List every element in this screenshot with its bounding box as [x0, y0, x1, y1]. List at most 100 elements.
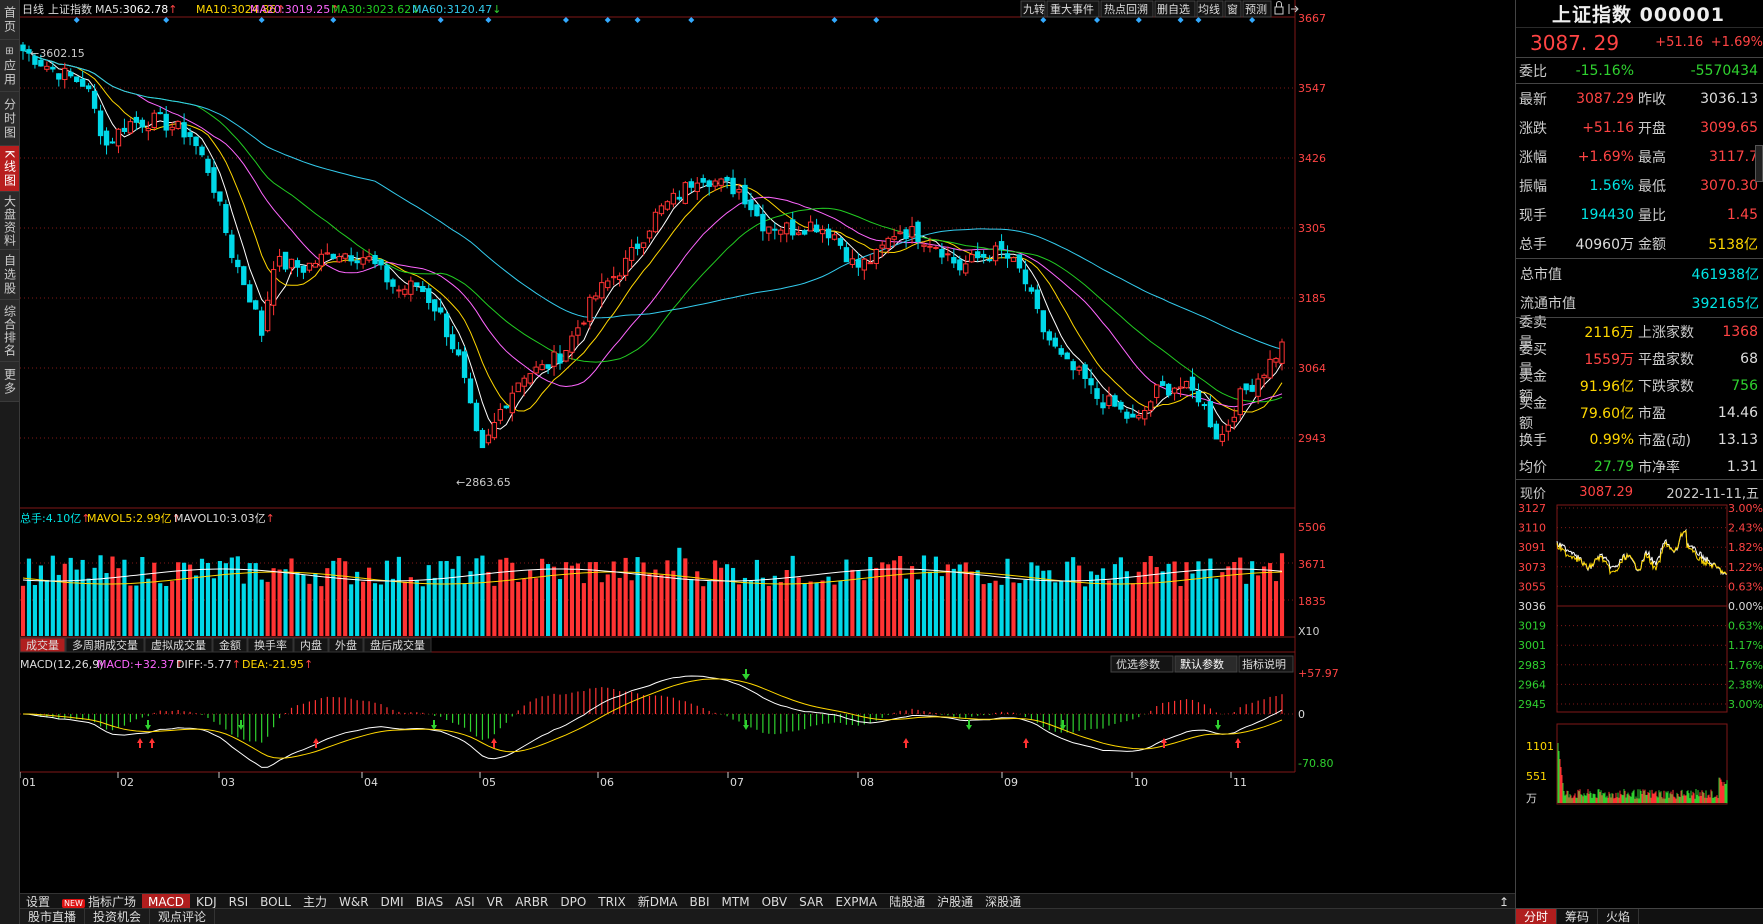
- fullscreen-icon[interactable]: [1288, 4, 1299, 14]
- candle-body: [754, 204, 760, 217]
- bottom-tab[interactable]: 投资机会: [85, 908, 151, 924]
- indicator-tab[interactable]: OBV: [756, 894, 794, 910]
- macd-line: [22, 675, 1283, 768]
- volume-bar: [1238, 557, 1243, 636]
- volume-bar: [1124, 571, 1129, 636]
- volume-bar: [372, 583, 378, 636]
- volume-bar: [20, 585, 26, 636]
- left-nav-ranking[interactable]: 综合排名: [0, 300, 19, 362]
- indicator-tab[interactable]: DPO: [554, 894, 592, 910]
- left-nav-more[interactable]: 更多: [0, 362, 19, 402]
- volume-bar: [193, 575, 199, 636]
- btn-ma[interactable]: [1196, 0, 1224, 18]
- btn-major-events[interactable]: [1046, 0, 1100, 18]
- vol-tab[interactable]: 外盘: [328, 637, 364, 653]
- indicator-tab[interactable]: W&R: [333, 894, 375, 910]
- indicator-tab[interactable]: VR: [481, 894, 510, 910]
- intraday-tick: 2964: [1518, 678, 1546, 691]
- stat-label: 委买量: [1519, 341, 1547, 378]
- btn-optimal-params[interactable]: [1110, 655, 1174, 673]
- indicator-tab[interactable]: 设置: [20, 894, 56, 910]
- bottom-tab[interactable]: 观点评论: [150, 908, 216, 924]
- quote-panel: 上证指数 000001 3087. 29 +51.16 +1.69% 委比 -1…: [1515, 0, 1763, 924]
- intraday-tab[interactable]: 筹码: [1557, 909, 1599, 924]
- vol-tab[interactable]: 金额: [212, 637, 248, 653]
- stat-value: 14.46: [1717, 404, 1758, 421]
- lock-icon[interactable]: [1274, 1, 1284, 15]
- left-nav-market-info[interactable]: 大盘资料: [0, 192, 19, 250]
- indicator-tab-label: VR: [486, 894, 504, 909]
- indicator-tab[interactable]: NEW 指标广场: [56, 894, 142, 910]
- indicator-tab[interactable]: DMI: [375, 894, 410, 910]
- btn-jiuzhuan[interactable]: [1020, 0, 1046, 18]
- indicator-tab[interactable]: MACD: [141, 893, 190, 910]
- btn-hot-review[interactable]: [1100, 0, 1154, 18]
- candle-body: [241, 266, 247, 286]
- btn-predict[interactable]: [1242, 0, 1272, 18]
- candle-body: [587, 296, 593, 322]
- stat-label: 市净率: [1638, 459, 1680, 476]
- btn-del-watch[interactable]: [1154, 0, 1196, 18]
- volume-bar: [832, 584, 837, 636]
- volume-bar: [1100, 568, 1106, 636]
- volume-bar: [432, 577, 437, 636]
- btn-default-params[interactable]: [1174, 655, 1238, 673]
- panel-scroll-handle[interactable]: [1755, 145, 1763, 182]
- candle-body: [312, 262, 319, 268]
- indicator-tab[interactable]: 新DMA: [632, 894, 684, 910]
- indicator-tab-label: MACD: [147, 894, 184, 909]
- left-nav-label: 分时图: [2, 97, 17, 140]
- indicator-tab[interactable]: SAR: [793, 894, 829, 910]
- btn-label: 预测: [1245, 3, 1267, 16]
- indicator-tab[interactable]: BOLL: [254, 894, 297, 910]
- indicator-tab[interactable]: 深股通: [979, 894, 1027, 910]
- indicator-tab[interactable]: TRIX: [592, 894, 631, 910]
- indicator-tab[interactable]: ASI: [449, 894, 480, 910]
- stat-label: 委卖量: [1519, 314, 1547, 351]
- volume-bar: [1041, 570, 1046, 636]
- indicator-tab[interactable]: ARBR: [509, 894, 554, 910]
- signal-diamond: [258, 17, 265, 23]
- indicator-tab[interactable]: BIAS: [410, 894, 450, 910]
- indicator-tab[interactable]: BBI: [684, 894, 716, 910]
- candle-body: [670, 192, 677, 205]
- volume-bar: [725, 564, 730, 636]
- btn-indicator-help[interactable]: [1238, 655, 1294, 673]
- kline-chart-area[interactable]: 日线 上证指数 MA5:3062.78↑ MA10:3024.86↑ MA20:…: [20, 0, 1515, 893]
- signal-diamond: [1249, 17, 1256, 23]
- indicator-tab[interactable]: 沪股通: [931, 894, 979, 910]
- intraday-tab[interactable]: 火焰: [1598, 909, 1640, 924]
- intraday-chart[interactable]: 3127 3.00% 3110 2.43% 3091 1.82% 3073 1.22% 3055…: [1516, 504, 1763, 814]
- scroll-top-icon[interactable]: ↥: [1498, 894, 1509, 909]
- vol-tab[interactable]: 盘后成交量: [363, 637, 432, 653]
- indicator-tab[interactable]: RSI: [223, 894, 255, 910]
- macd-legend-diff: DIFF:-5.77↑: [176, 658, 241, 671]
- left-nav-home[interactable]: 首页: [0, 0, 19, 40]
- vol-tab[interactable]: 虚拟成交量: [144, 637, 213, 653]
- stat-row: 现手 194430 量比 1.45: [1516, 200, 1763, 229]
- left-nav-watchlist[interactable]: 自选股: [0, 250, 19, 300]
- vol-tab[interactable]: 换手率: [247, 637, 294, 653]
- vol-tab[interactable]: 多周期成交量: [65, 637, 145, 653]
- volume-bar: [223, 563, 228, 636]
- volume-bar: [898, 555, 903, 636]
- intraday-tab[interactable]: 分时: [1516, 909, 1558, 924]
- left-nav-kline[interactable]: K线图: [0, 146, 19, 192]
- candle-body: [306, 262, 313, 271]
- indicator-tab[interactable]: MTM: [716, 894, 756, 910]
- btn-window[interactable]: [1224, 0, 1242, 18]
- vol-tab[interactable]: 内盘: [293, 637, 329, 653]
- left-nav-timeshare[interactable]: 分时图: [0, 92, 19, 146]
- vol-tab[interactable]: 成交量: [20, 637, 66, 653]
- indicator-tab[interactable]: KDJ: [190, 894, 223, 910]
- indicator-tab[interactable]: EXPMA: [830, 894, 884, 910]
- left-nav-apps[interactable]: ⊞ 应用: [0, 40, 19, 92]
- signal-diamond: [1040, 17, 1047, 23]
- bottom-tab[interactable]: 股市直播: [20, 908, 86, 924]
- indicator-tab[interactable]: 主力: [297, 894, 333, 910]
- market-cap: 总市值 461938亿 流通市值 392165亿: [1516, 259, 1763, 318]
- volume-bar: [933, 556, 939, 636]
- volume-bar: [551, 566, 557, 636]
- indicator-tab[interactable]: 陆股通: [883, 894, 931, 910]
- candle-body: [467, 378, 474, 404]
